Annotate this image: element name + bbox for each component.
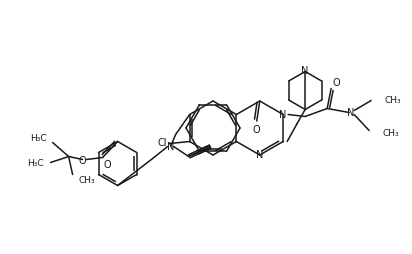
Text: Cl: Cl bbox=[158, 138, 167, 149]
Text: O: O bbox=[104, 161, 111, 170]
Text: CH₃: CH₃ bbox=[79, 176, 95, 185]
Text: O: O bbox=[253, 125, 260, 135]
Text: N: N bbox=[347, 107, 355, 118]
Text: N: N bbox=[302, 67, 309, 76]
Text: H₃C: H₃C bbox=[30, 134, 47, 143]
Text: N: N bbox=[167, 141, 174, 151]
Text: N: N bbox=[279, 109, 287, 119]
Text: N: N bbox=[256, 150, 263, 160]
Text: O: O bbox=[332, 78, 340, 88]
Text: CH₃: CH₃ bbox=[382, 129, 399, 138]
Text: CH₃: CH₃ bbox=[384, 96, 401, 105]
Text: O: O bbox=[79, 155, 87, 166]
Text: H₃C: H₃C bbox=[27, 159, 44, 168]
